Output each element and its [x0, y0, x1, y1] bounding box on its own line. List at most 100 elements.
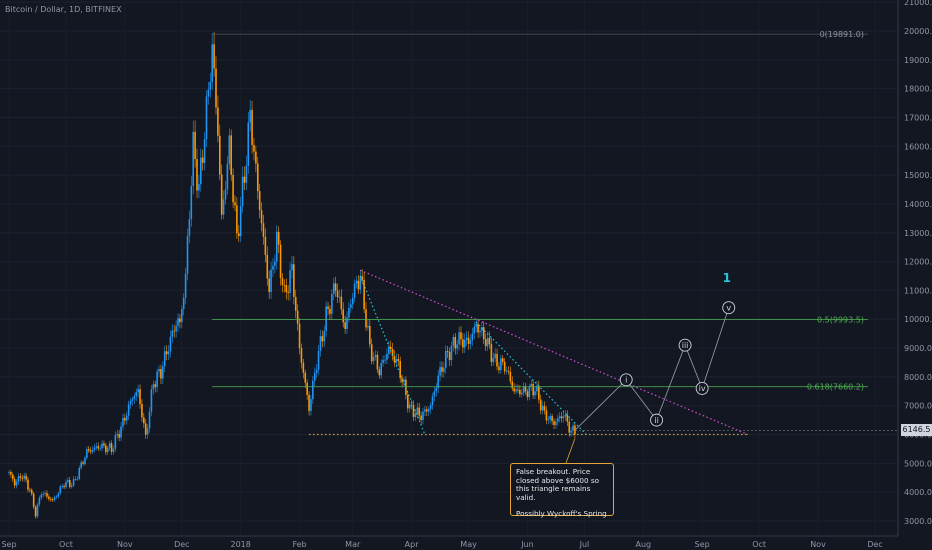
- y-tick-label: 3000.0: [904, 517, 932, 526]
- candle-body: [325, 306, 327, 332]
- annotation-note[interactable]: False breakout. Price closed above $6000…: [510, 463, 614, 519]
- y-axis: 3000.04000.05000.06000.07000.08000.09000…: [897, 0, 932, 536]
- candle-body: [175, 325, 177, 332]
- candle-body: [222, 199, 225, 215]
- candle-body: [201, 157, 204, 163]
- candle-body: [173, 330, 176, 332]
- candle-body: [435, 387, 438, 392]
- fib-level-label: 0.5(9993.5): [817, 315, 864, 324]
- candle-body: [443, 367, 445, 372]
- note-line-2: Possibly Wyckoff's Spring: [516, 509, 607, 519]
- candle-body: [293, 264, 295, 297]
- x-tick-label: Jul: [579, 540, 590, 549]
- candle-body: [372, 356, 375, 362]
- candle-body: [80, 462, 82, 469]
- candle-body: [108, 443, 111, 448]
- x-tick-label: Apr: [405, 540, 420, 549]
- candle-body: [481, 327, 483, 332]
- candle-body: [501, 358, 504, 362]
- candle-body: [408, 404, 411, 409]
- candle-body: [95, 446, 98, 448]
- candle-body: [266, 254, 269, 279]
- candle-body: [13, 479, 16, 486]
- y-tick-label: 13000.0: [904, 229, 932, 238]
- candle-body: [38, 497, 41, 505]
- candle-body: [446, 351, 449, 352]
- candle-body: [386, 354, 388, 360]
- candle-body: [116, 434, 119, 436]
- candle-body: [277, 231, 280, 245]
- x-tick-label: 2018: [231, 540, 251, 549]
- candle-body: [431, 396, 434, 406]
- candle-body: [353, 283, 356, 298]
- candle-body: [399, 360, 402, 379]
- candle-body: [479, 331, 481, 333]
- y-tick-label: 21000.0: [904, 0, 932, 7]
- candle-body: [194, 131, 196, 160]
- candle-body: [165, 351, 168, 355]
- candle-body: [158, 369, 160, 372]
- candle-body: [382, 359, 384, 363]
- x-tick-label: Oct: [752, 540, 766, 549]
- fib-level-label: 0.618(7660.2): [807, 383, 864, 392]
- candle-body: [321, 336, 324, 342]
- candle-body: [281, 277, 284, 285]
- candle-body: [450, 345, 453, 361]
- candle-body: [167, 351, 170, 355]
- x-tick-label: Feb: [292, 540, 306, 549]
- candle-body: [181, 309, 183, 323]
- candle-body: [519, 390, 521, 395]
- candle-body: [118, 434, 120, 438]
- candle-body: [179, 318, 181, 323]
- grid: [0, 1, 898, 522]
- candle-body: [560, 416, 563, 419]
- candle-body: [59, 486, 62, 494]
- candle-body: [342, 309, 345, 323]
- y-tick-label: 15000.0: [904, 171, 932, 180]
- candle-body: [351, 297, 354, 305]
- candles: [8, 32, 576, 519]
- candle-body: [551, 416, 553, 422]
- candle-body: [101, 443, 103, 449]
- last-price-tag: 6146.5: [901, 424, 932, 436]
- candle-body: [574, 425, 576, 435]
- candle-body: [152, 384, 155, 390]
- candle-body: [355, 280, 358, 284]
- candle-body: [312, 380, 314, 400]
- candle-body: [125, 415, 128, 421]
- candle-body: [186, 235, 189, 274]
- candle-body: [334, 283, 337, 291]
- candle-body: [570, 430, 572, 433]
- candle-body: [416, 407, 419, 414]
- candle-body: [534, 391, 536, 396]
- candle-body: [10, 472, 12, 475]
- candle-body: [420, 415, 422, 421]
- candle-body: [154, 384, 157, 388]
- candle-body: [553, 421, 555, 425]
- candle-body: [454, 336, 457, 349]
- wave-degree-label: 1: [723, 271, 731, 285]
- candle-body: [256, 163, 259, 192]
- candle-body: [425, 409, 428, 412]
- candle-body: [27, 479, 29, 490]
- candle-body: [139, 389, 141, 404]
- candle-body: [562, 416, 565, 419]
- candle-body: [389, 346, 392, 350]
- candle-body: [213, 44, 215, 69]
- candle-body: [439, 367, 441, 376]
- candle-body: [32, 493, 35, 507]
- candle-body: [34, 506, 37, 517]
- candle-body: [310, 399, 312, 411]
- candle-body: [131, 399, 134, 401]
- candle-body: [36, 504, 39, 517]
- candle-body: [488, 337, 491, 345]
- candle-body: [49, 499, 52, 500]
- candle-body: [78, 468, 81, 479]
- candle-body: [332, 283, 335, 294]
- candle-body: [498, 366, 500, 371]
- candle-body: [30, 489, 33, 494]
- candle-body: [486, 337, 489, 347]
- candle-body: [260, 210, 263, 224]
- candle-body: [163, 351, 166, 367]
